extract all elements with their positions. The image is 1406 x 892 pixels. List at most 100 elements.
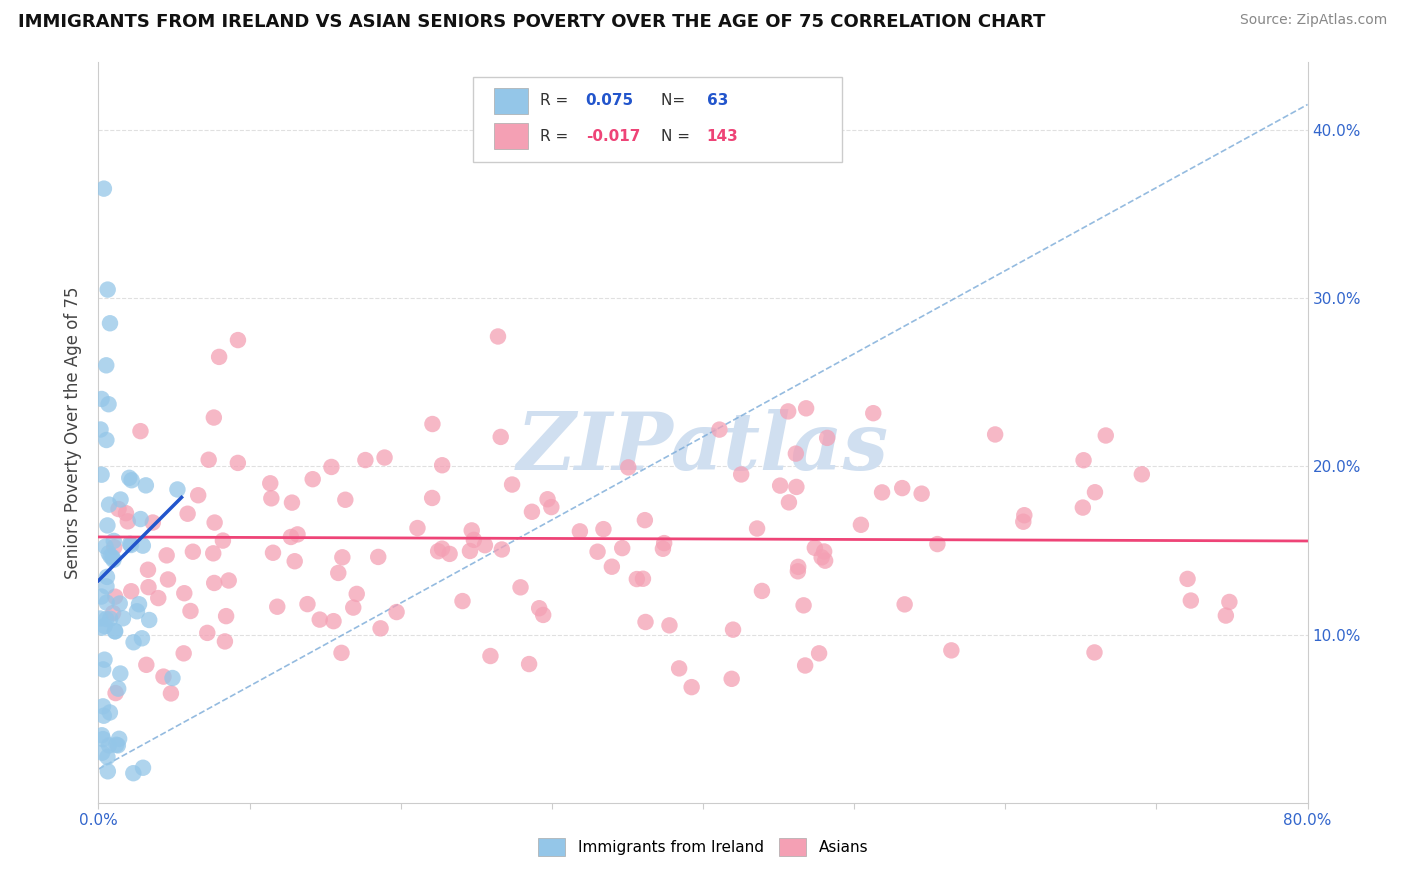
- Point: [117, 514, 139, 528]
- Point: [91, 732, 114, 747]
- Point: [197, 452, 219, 467]
- Point: [90, 590, 112, 604]
- Point: [328, 566, 350, 580]
- Point: [941, 643, 963, 657]
- Point: [111, 611, 134, 625]
- Point: [451, 594, 474, 608]
- Point: [491, 542, 513, 557]
- Point: [120, 584, 142, 599]
- Point: [100, 549, 122, 564]
- Point: [536, 492, 558, 507]
- Point: [474, 538, 496, 552]
- Point: [634, 513, 657, 527]
- Point: [280, 530, 302, 544]
- FancyBboxPatch shape: [494, 87, 527, 113]
- Point: [709, 423, 731, 437]
- Point: [118, 471, 141, 485]
- Point: [509, 580, 531, 594]
- Point: [138, 613, 160, 627]
- Point: [297, 597, 319, 611]
- Point: [810, 550, 832, 565]
- Point: [486, 329, 509, 343]
- Point: [870, 485, 893, 500]
- Point: [120, 538, 142, 552]
- Point: [346, 587, 368, 601]
- Point: [97, 546, 120, 560]
- Point: [600, 559, 623, 574]
- Point: [520, 505, 543, 519]
- Point: [778, 404, 800, 418]
- Point: [439, 547, 461, 561]
- Point: [458, 544, 481, 558]
- Point: [96, 596, 118, 610]
- Point: [804, 541, 827, 555]
- Point: [91, 699, 114, 714]
- Point: [730, 467, 752, 482]
- Point: [91, 746, 114, 760]
- Point: [634, 615, 657, 629]
- Point: [1084, 485, 1107, 500]
- Point: [104, 624, 127, 639]
- Point: [651, 541, 673, 556]
- Text: -0.017: -0.017: [586, 129, 640, 144]
- Point: [98, 498, 121, 512]
- Point: [330, 550, 353, 565]
- Point: [202, 410, 225, 425]
- Point: [322, 614, 344, 628]
- Point: [218, 574, 240, 588]
- Point: [813, 544, 835, 558]
- Point: [785, 447, 807, 461]
- Text: 0.075: 0.075: [586, 93, 634, 108]
- Point: [156, 573, 179, 587]
- Point: [626, 572, 648, 586]
- Point: [793, 599, 815, 613]
- Point: [103, 553, 125, 567]
- Point: [96, 612, 118, 626]
- Point: [135, 478, 157, 492]
- Point: [1177, 572, 1199, 586]
- Point: [90, 467, 112, 482]
- Point: [489, 430, 512, 444]
- Point: [107, 502, 129, 516]
- Point: [281, 495, 304, 509]
- Point: [631, 572, 654, 586]
- Point: [463, 533, 485, 547]
- Point: [103, 533, 125, 548]
- Point: [308, 613, 330, 627]
- Point: [96, 570, 118, 584]
- Point: [98, 706, 121, 720]
- FancyBboxPatch shape: [494, 123, 527, 149]
- Point: [427, 544, 450, 558]
- Point: [101, 550, 124, 565]
- Point: [120, 537, 142, 551]
- Point: [568, 524, 591, 539]
- Point: [1071, 500, 1094, 515]
- Point: [173, 646, 195, 660]
- Point: [385, 605, 408, 619]
- Point: [215, 609, 238, 624]
- Point: [98, 316, 121, 330]
- Point: [226, 333, 249, 347]
- Point: [658, 618, 681, 632]
- Point: [132, 539, 155, 553]
- Point: [101, 606, 124, 620]
- Point: [129, 512, 152, 526]
- Point: [94, 619, 117, 633]
- Point: [787, 559, 810, 574]
- Point: [911, 486, 934, 500]
- Point: [862, 406, 884, 420]
- Point: [927, 537, 949, 551]
- Point: [785, 480, 807, 494]
- Point: [97, 764, 120, 779]
- Point: [96, 518, 118, 533]
- Point: [90, 728, 112, 742]
- Point: [204, 516, 226, 530]
- Point: [1073, 453, 1095, 467]
- Point: [129, 424, 152, 438]
- Text: N =: N =: [661, 129, 699, 144]
- Point: [166, 483, 188, 497]
- Point: [430, 458, 453, 473]
- Point: [89, 611, 111, 625]
- Point: [517, 657, 540, 671]
- Point: [430, 541, 453, 556]
